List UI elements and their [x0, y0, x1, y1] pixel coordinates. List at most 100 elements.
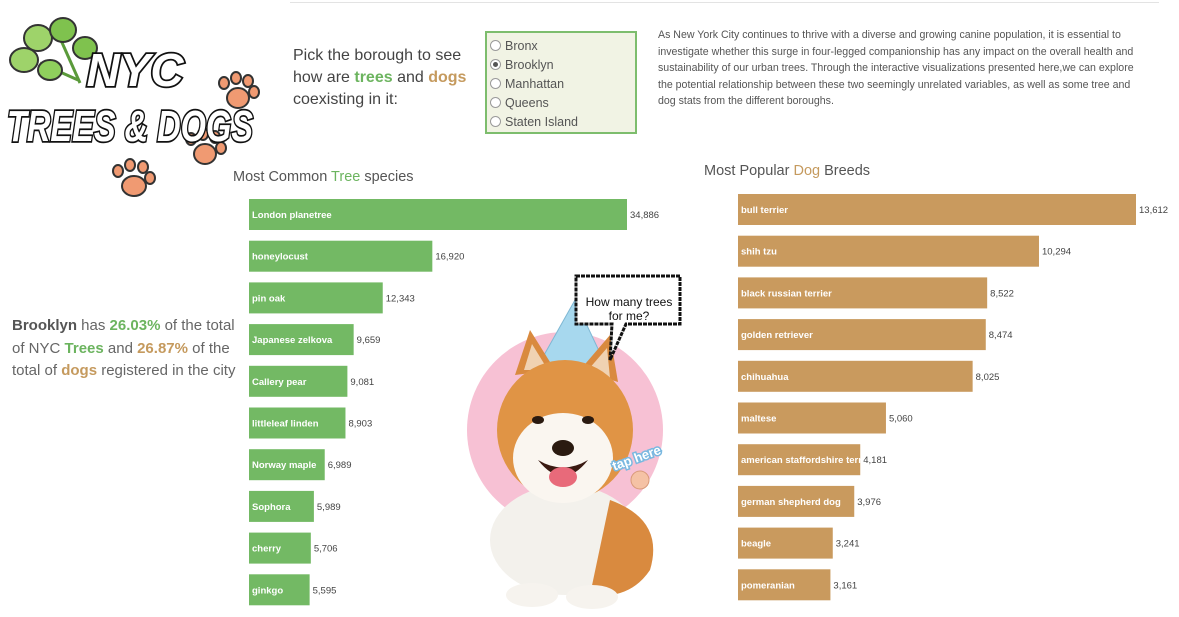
dog-bar-label: american staffordshire terrier [741, 455, 874, 466]
tree-bar-label: pin oak [252, 293, 286, 304]
dog-title-post: Breeds [820, 163, 871, 179]
borough-prompt: Pick the borough to see how are trees an… [293, 45, 483, 111]
dog-value-label: 3,161 [833, 580, 857, 591]
prompt-text: Pick the borough to see how are [293, 47, 462, 86]
tree-bar[interactable] [249, 407, 346, 439]
leaf-cluster-icon [9, 17, 98, 84]
tree-bar[interactable] [249, 240, 433, 272]
tree-value-label: 6,989 [328, 460, 352, 471]
borough-filter[interactable]: Bronx Brooklyn Manhattan Queens Staten Islan… [485, 31, 637, 134]
speech-line1: How many trees [586, 295, 673, 309]
tree-bar[interactable] [249, 282, 383, 314]
tree-bar[interactable] [249, 449, 325, 481]
summary-borough: Brooklyn [12, 317, 78, 334]
tree-bar-label: cherry [252, 544, 282, 555]
dog-value-label: 3,241 [836, 539, 860, 550]
paw-print-icon [218, 71, 260, 109]
dog-bar-label: bull terrier [741, 205, 788, 216]
tree-value-label: 5,706 [314, 544, 338, 555]
dog-bar-label: pomeranian [741, 580, 795, 591]
tree-chart-title: Most Common Tree species [233, 169, 414, 185]
speech-bubble: How many trees for me? [574, 274, 682, 361]
borough-option-label: Bronx [505, 38, 538, 53]
dog-bar[interactable] [738, 569, 831, 601]
dog-bar-label: maltese [741, 414, 776, 425]
borough-option[interactable]: Manhattan [487, 74, 635, 93]
prompt-text: coexisting in it: [293, 91, 398, 108]
tree-bar[interactable] [249, 490, 314, 522]
dog-eye-right [582, 416, 594, 424]
dog-bar[interactable] [738, 527, 833, 559]
tree-value-label: 9,081 [350, 377, 374, 388]
borough-option[interactable]: Brooklyn [487, 55, 635, 74]
tree-bar[interactable] [249, 574, 310, 606]
tree-title-highlight: Tree [331, 169, 361, 185]
radio-circle-icon[interactable] [490, 59, 501, 70]
dog-value-label: 3,976 [857, 497, 881, 508]
dog-bar[interactable] [738, 235, 1039, 267]
tree-bar-label: littleleaf linden [252, 419, 319, 430]
dog-title-pre: Most Popular [704, 163, 794, 179]
tree-bar-label: Sophora [252, 502, 291, 513]
dog-eye-left [532, 416, 544, 424]
tree-value-label: 5,989 [317, 502, 341, 513]
logo-line2: TREES & DOGS [7, 102, 253, 151]
tap-finger-icon[interactable] [630, 470, 650, 490]
summary-text: of the total of NYC [12, 317, 235, 357]
dog-bar[interactable] [738, 277, 988, 309]
tree-bar-label: ginkgo [252, 585, 283, 596]
summary-text: of the total of [12, 339, 230, 380]
radio-circle-icon[interactable] [490, 116, 501, 127]
tree-value-label: 9,659 [357, 335, 381, 346]
summary-dog-pct: 26.87% [137, 339, 188, 357]
tree-value-label: 16,920 [435, 252, 464, 263]
dog-value-label: 5,060 [889, 414, 913, 425]
dog-bar[interactable] [738, 444, 861, 476]
dog-side [590, 500, 654, 596]
tree-value-label: 5,595 [313, 585, 337, 596]
radio-circle-icon[interactable] [490, 78, 501, 89]
borough-option-label: Brooklyn [505, 57, 554, 72]
shiba-dog-illustration[interactable]: tap here [460, 270, 700, 610]
dog-bar[interactable] [738, 360, 973, 392]
prompt-text: and [392, 69, 429, 86]
tree-value-label: 8,903 [348, 419, 372, 430]
borough-option[interactable]: Staten Island [487, 112, 635, 131]
dog-paw-left [506, 583, 558, 607]
dog-bar[interactable] [738, 319, 986, 351]
tree-value-label: 34,886 [630, 210, 659, 221]
dog-ear-inner [524, 344, 548, 370]
borough-summary: Brooklyn has 26.03% of the total of NYC … [12, 315, 242, 383]
dog-bar[interactable] [738, 194, 1136, 225]
tree-bar[interactable] [249, 532, 311, 564]
dog-face [513, 413, 613, 503]
tree-bar[interactable] [249, 365, 348, 397]
dog-paw-right [566, 585, 618, 609]
tree-bar-label: London planetree [252, 210, 332, 221]
nyc-trees-dogs-logo: NYC TREES & DOGS [5, 17, 260, 197]
top-divider [290, 2, 1159, 3]
dog-bar-label: black russian terrier [741, 288, 832, 299]
dog-bar-label: german shepherd dog [741, 497, 841, 508]
prompt-dogs-word: dogs [428, 69, 467, 86]
dog-title-highlight: Dog [793, 163, 821, 179]
summary-tree-pct: 26.03% [109, 317, 161, 334]
dog-bar-label: chihuahua [741, 372, 789, 383]
summary-text: registered in the city [97, 362, 236, 379]
summary-text: and [103, 339, 138, 357]
radio-circle-icon[interactable] [490, 97, 501, 108]
dog-bar[interactable] [738, 485, 855, 517]
dog-value-label: 8,025 [976, 372, 1000, 383]
tree-bar[interactable] [249, 324, 354, 356]
dog-nose [552, 440, 574, 456]
paw-print-icon [112, 158, 156, 197]
borough-option[interactable]: Bronx [487, 36, 635, 55]
summary-dogs-word: dogs [61, 362, 98, 379]
tree-bar[interactable] [249, 199, 627, 230]
prompt-trees-word: trees [354, 69, 393, 86]
radio-circle-icon[interactable] [490, 40, 501, 51]
borough-option[interactable]: Queens [487, 93, 635, 112]
dog-bar[interactable] [738, 402, 886, 434]
tree-bar-label: honeylocust [252, 252, 309, 263]
borough-option-label: Queens [505, 95, 549, 110]
